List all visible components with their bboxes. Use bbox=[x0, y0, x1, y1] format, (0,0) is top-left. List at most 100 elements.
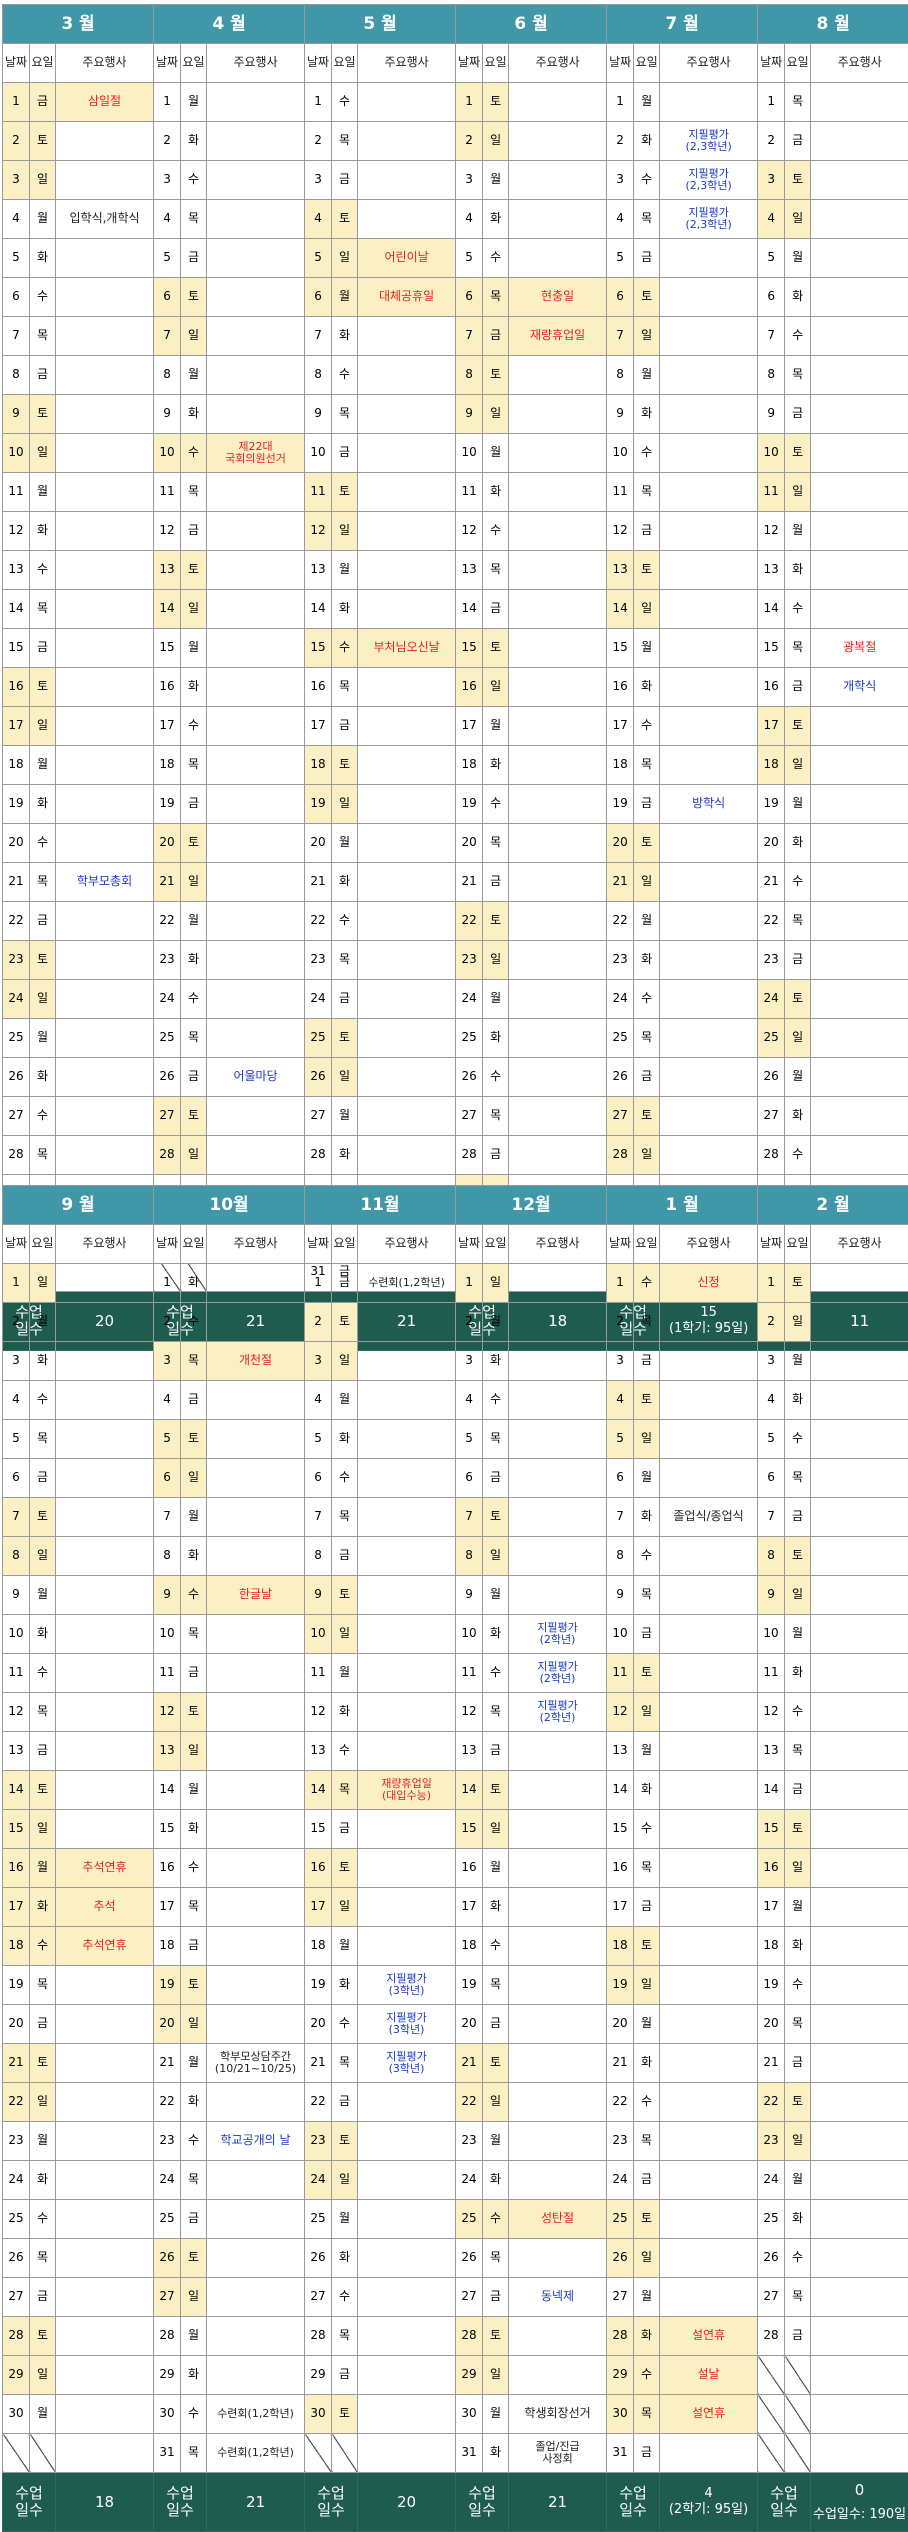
weekday-cell: 수 bbox=[634, 707, 660, 746]
date-cell: 22 bbox=[607, 902, 634, 941]
weekday-cell: 목 bbox=[332, 941, 358, 980]
date-cell: 27 bbox=[3, 1097, 30, 1136]
date-cell: 27 bbox=[456, 2278, 483, 2317]
date-cell: 1 bbox=[154, 83, 181, 122]
date-cell: 26 bbox=[154, 2239, 181, 2278]
event-column-header: 주요행사 bbox=[660, 44, 758, 83]
event-cell bbox=[509, 1019, 607, 1058]
event-cell bbox=[811, 1459, 908, 1498]
event-cell bbox=[207, 863, 305, 902]
date-cell: 14 bbox=[154, 1771, 181, 1810]
weekday-cell: 토 bbox=[332, 746, 358, 785]
date-cell: 29 bbox=[3, 2356, 30, 2395]
weekday-cell: 토 bbox=[30, 395, 56, 434]
weekday-cell: 토 bbox=[483, 83, 509, 122]
event-cell bbox=[660, 2122, 758, 2161]
event-cell: 재량휴업일 bbox=[509, 317, 607, 356]
date-cell: 18 bbox=[607, 1927, 634, 1966]
date-cell: 4 bbox=[3, 200, 30, 239]
event-cell bbox=[660, 1420, 758, 1459]
event-cell bbox=[56, 2200, 154, 2239]
weekday-cell: 일 bbox=[181, 590, 207, 629]
event-cell bbox=[358, 785, 456, 824]
school-days-label: 수업 일수 bbox=[305, 2473, 358, 2532]
weekday-cell: 월 bbox=[181, 1498, 207, 1537]
date-cell: 20 bbox=[3, 2005, 30, 2044]
event-cell bbox=[509, 395, 607, 434]
weekday-cell: 일 bbox=[30, 2083, 56, 2122]
event-cell bbox=[358, 2317, 456, 2356]
date-cell: 6 bbox=[3, 1459, 30, 1498]
date-cell: 2 bbox=[3, 122, 30, 161]
weekday-cell: 월 bbox=[634, 356, 660, 395]
date-column-header: 날짜 bbox=[305, 44, 332, 83]
date-cell: 25 bbox=[456, 1019, 483, 1058]
event-cell bbox=[56, 1732, 154, 1771]
date-cell: 24 bbox=[154, 980, 181, 1019]
event-cell bbox=[358, 2395, 456, 2434]
date-cell: 1 bbox=[607, 83, 634, 122]
event-cell bbox=[207, 2005, 305, 2044]
event-cell bbox=[660, 746, 758, 785]
event-cell bbox=[56, 2083, 154, 2122]
event-cell bbox=[56, 1966, 154, 2005]
date-cell: 12 bbox=[758, 1693, 785, 1732]
date-cell: 4 bbox=[607, 200, 634, 239]
weekday-cell: 월 bbox=[30, 473, 56, 512]
date-cell: 18 bbox=[456, 746, 483, 785]
weekday-cell: 수 bbox=[785, 317, 811, 356]
date-cell: 30 bbox=[305, 2395, 332, 2434]
weekday-cell: 수 bbox=[30, 824, 56, 863]
date-cell: 25 bbox=[758, 2200, 785, 2239]
date-cell: 16 bbox=[456, 668, 483, 707]
empty-day-cell bbox=[30, 2434, 56, 2473]
date-cell: 7 bbox=[154, 1498, 181, 1537]
event-cell bbox=[509, 356, 607, 395]
date-cell: 26 bbox=[305, 2239, 332, 2278]
weekday-cell: 화 bbox=[785, 551, 811, 590]
event-cell bbox=[811, 1264, 908, 1303]
weekday-cell: 월 bbox=[785, 1342, 811, 1381]
month-title: 1 월 bbox=[607, 1186, 758, 1225]
date-cell: 24 bbox=[305, 980, 332, 1019]
weekday-cell: 일 bbox=[332, 1342, 358, 1381]
date-cell: 3 bbox=[3, 1342, 30, 1381]
empty-date-cell bbox=[3, 2434, 30, 2473]
date-cell: 18 bbox=[3, 1927, 30, 1966]
date-cell: 22 bbox=[456, 902, 483, 941]
event-cell bbox=[207, 473, 305, 512]
date-cell: 9 bbox=[607, 395, 634, 434]
event-cell bbox=[811, 785, 908, 824]
date-cell: 16 bbox=[305, 1849, 332, 1888]
date-column-header: 날짜 bbox=[154, 44, 181, 83]
date-cell: 11 bbox=[305, 1654, 332, 1693]
date-cell: 25 bbox=[456, 2200, 483, 2239]
event-cell bbox=[660, 629, 758, 668]
date-cell: 14 bbox=[456, 1771, 483, 1810]
weekday-cell: 화 bbox=[785, 2200, 811, 2239]
weekday-cell: 금 bbox=[483, 1136, 509, 1175]
weekday-cell: 수 bbox=[332, 356, 358, 395]
event-cell bbox=[207, 239, 305, 278]
date-cell: 20 bbox=[3, 824, 30, 863]
event-cell bbox=[56, 1342, 154, 1381]
school-days-value-number: 0 bbox=[811, 2482, 908, 2499]
date-cell: 22 bbox=[758, 2083, 785, 2122]
event-cell bbox=[56, 239, 154, 278]
event-cell bbox=[56, 1303, 154, 1342]
event-cell: 개천절 bbox=[207, 1342, 305, 1381]
weekday-cell: 목 bbox=[332, 668, 358, 707]
date-cell: 1 bbox=[607, 1264, 634, 1303]
date-cell: 17 bbox=[154, 707, 181, 746]
event-cell bbox=[509, 1888, 607, 1927]
weekday-cell: 화 bbox=[483, 1888, 509, 1927]
weekday-cell: 수 bbox=[332, 629, 358, 668]
event-cell: 학생회장선거 bbox=[509, 2395, 607, 2434]
school-days-label: 수업 일수 bbox=[3, 2473, 56, 2532]
event-cell bbox=[509, 1771, 607, 1810]
